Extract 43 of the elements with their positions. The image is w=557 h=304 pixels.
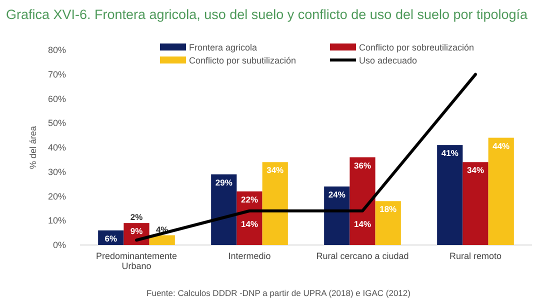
data-label: 29% bbox=[215, 177, 233, 188]
legend-label: Uso adecuado bbox=[359, 56, 418, 66]
x-tick-label: Rural remoto bbox=[449, 251, 502, 261]
y-tick-label: 40% bbox=[48, 142, 66, 152]
data-label: 44% bbox=[492, 140, 510, 151]
data-label: 34% bbox=[466, 165, 484, 176]
data-label: 22% bbox=[240, 194, 258, 204]
bar bbox=[149, 235, 175, 245]
legend-label: Frontera agricola bbox=[189, 42, 258, 52]
data-label: 9% bbox=[130, 226, 144, 236]
bar bbox=[375, 201, 401, 245]
y-tick-label: 30% bbox=[48, 166, 66, 177]
data-label: 14% bbox=[240, 218, 258, 229]
bar bbox=[462, 162, 488, 245]
y-tick-label: 70% bbox=[48, 69, 66, 80]
bar bbox=[488, 138, 514, 245]
bar bbox=[350, 157, 376, 245]
data-label: 14% bbox=[354, 218, 372, 229]
chart-title: Grafica XVI-6. Frontera agricola, uso del suelo y conflicto de uso del suelo por tipología bbox=[6, 7, 528, 22]
y-tick-label: 50% bbox=[48, 118, 66, 128]
y-axis-title: % del área bbox=[28, 126, 38, 170]
x-tick-label: Predominantemente Urbano bbox=[96, 251, 178, 271]
data-label: 34% bbox=[266, 165, 284, 176]
bar bbox=[211, 174, 237, 245]
y-tick-label: 0% bbox=[52, 240, 66, 250]
bar bbox=[262, 162, 288, 245]
bar bbox=[324, 186, 350, 245]
data-label: 24% bbox=[328, 190, 346, 200]
y-tick-label: 60% bbox=[48, 94, 66, 104]
data-label: 2% bbox=[130, 212, 144, 222]
y-tick-label: 80% bbox=[48, 45, 66, 55]
y-tick-label: 20% bbox=[48, 191, 66, 202]
source-note: Fuente: Calculos DDDR -DNP a partir de UPRA (2018) e IGAC (2012) bbox=[146, 288, 411, 298]
data-label: 18% bbox=[380, 204, 398, 214]
x-tick-label: Rural cercano a ciudad bbox=[316, 251, 409, 261]
legend-label: Conflicto por subutilización bbox=[189, 56, 296, 66]
data-label: 41% bbox=[441, 148, 459, 158]
legend-label: Conflicto por sobreutilización bbox=[359, 42, 474, 52]
y-tick-label: 10% bbox=[48, 216, 66, 226]
x-tick-label: Intermedio bbox=[228, 251, 271, 261]
data-label: 36% bbox=[354, 160, 372, 170]
data-label: 6% bbox=[104, 233, 118, 244]
bar bbox=[437, 145, 463, 245]
